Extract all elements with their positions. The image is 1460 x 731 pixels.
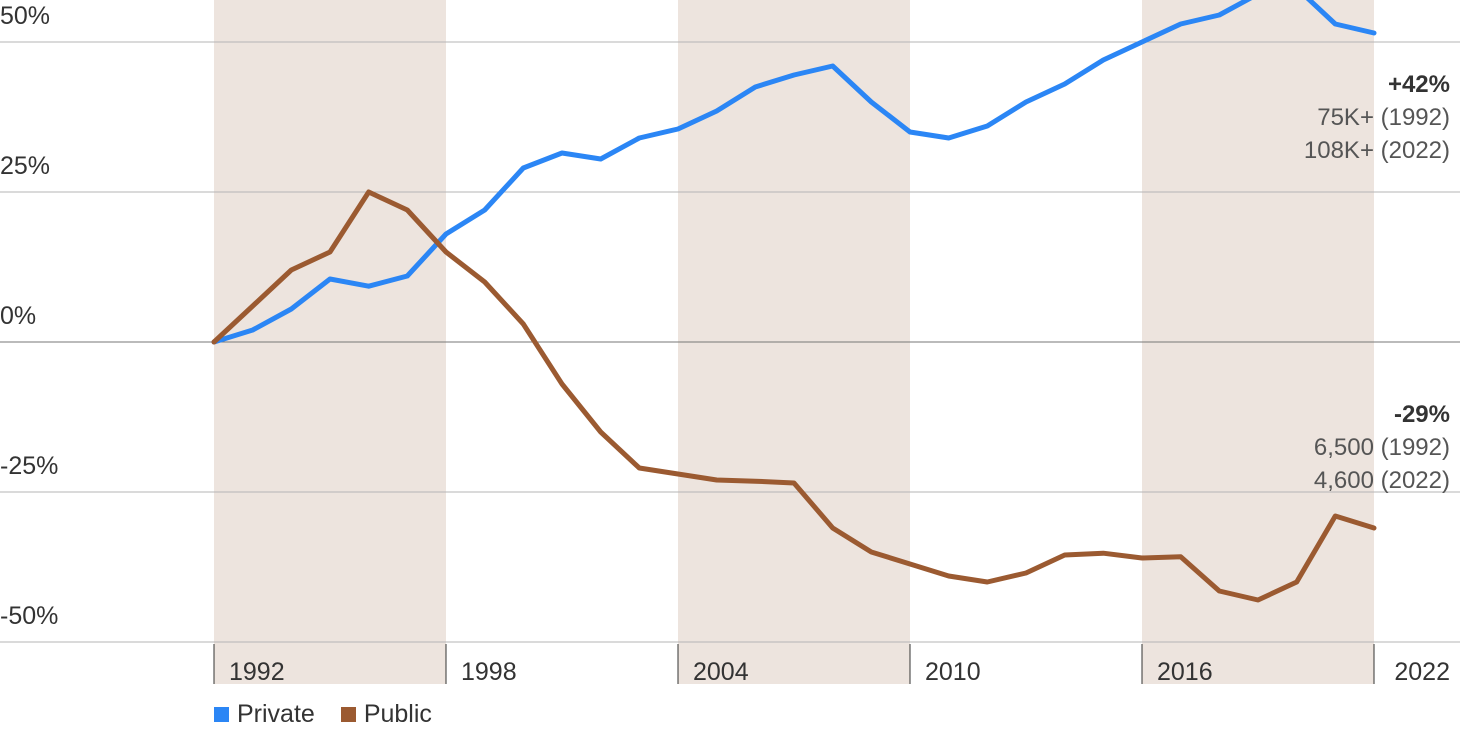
x-tick-label: 2010 xyxy=(925,658,981,686)
x-tick-label: 2016 xyxy=(1157,658,1213,686)
legend-swatch-public xyxy=(340,707,356,722)
legend: Private Public xyxy=(214,700,432,729)
y-tick-label: 50% xyxy=(0,2,50,30)
legend-label-public: Public xyxy=(363,700,432,728)
series-line-private xyxy=(211,0,1377,345)
y-tick-label: 25% xyxy=(0,152,50,180)
series-lines xyxy=(211,0,1377,603)
legend-swatch-private xyxy=(214,707,229,722)
legend-item-private: Private xyxy=(214,700,315,729)
annotation-private-0: +42% xyxy=(1388,71,1450,98)
annotation-public-2: 4,600 (2022) xyxy=(1314,467,1450,494)
y-tick-label: -25% xyxy=(0,452,58,480)
y-gridlines xyxy=(0,41,1460,643)
y-tick-label: 0% xyxy=(0,302,36,330)
y-tick-label: -50% xyxy=(0,602,58,630)
annotation-private-1: 75K+ (1992) xyxy=(1317,104,1450,131)
x-tick-label: 1998 xyxy=(461,658,517,686)
x-tick-label: 1992 xyxy=(229,658,285,686)
end-annotations: +42% 75K+ (1992) 108K+ (2022) -29% 6,500 (19… xyxy=(1304,71,1450,494)
legend-item-public: Public xyxy=(340,700,432,729)
series-line-public xyxy=(211,189,1377,603)
annotation-public-1: 6,500 (1992) xyxy=(1314,434,1450,461)
x-axis-ticks: 1992 1998 2004 2010 2016 2022 xyxy=(213,644,1450,686)
x-tick-label: 2022 xyxy=(1394,658,1450,686)
annotation-private-2: 108K+ (2022) xyxy=(1304,137,1450,164)
annotation-public-0: -29% xyxy=(1394,401,1450,428)
legend-label-private: Private xyxy=(237,700,315,728)
x-tick-label: 2004 xyxy=(693,658,749,686)
y-axis-ticks: 50% 25% 0% -25% -50% xyxy=(0,2,58,630)
